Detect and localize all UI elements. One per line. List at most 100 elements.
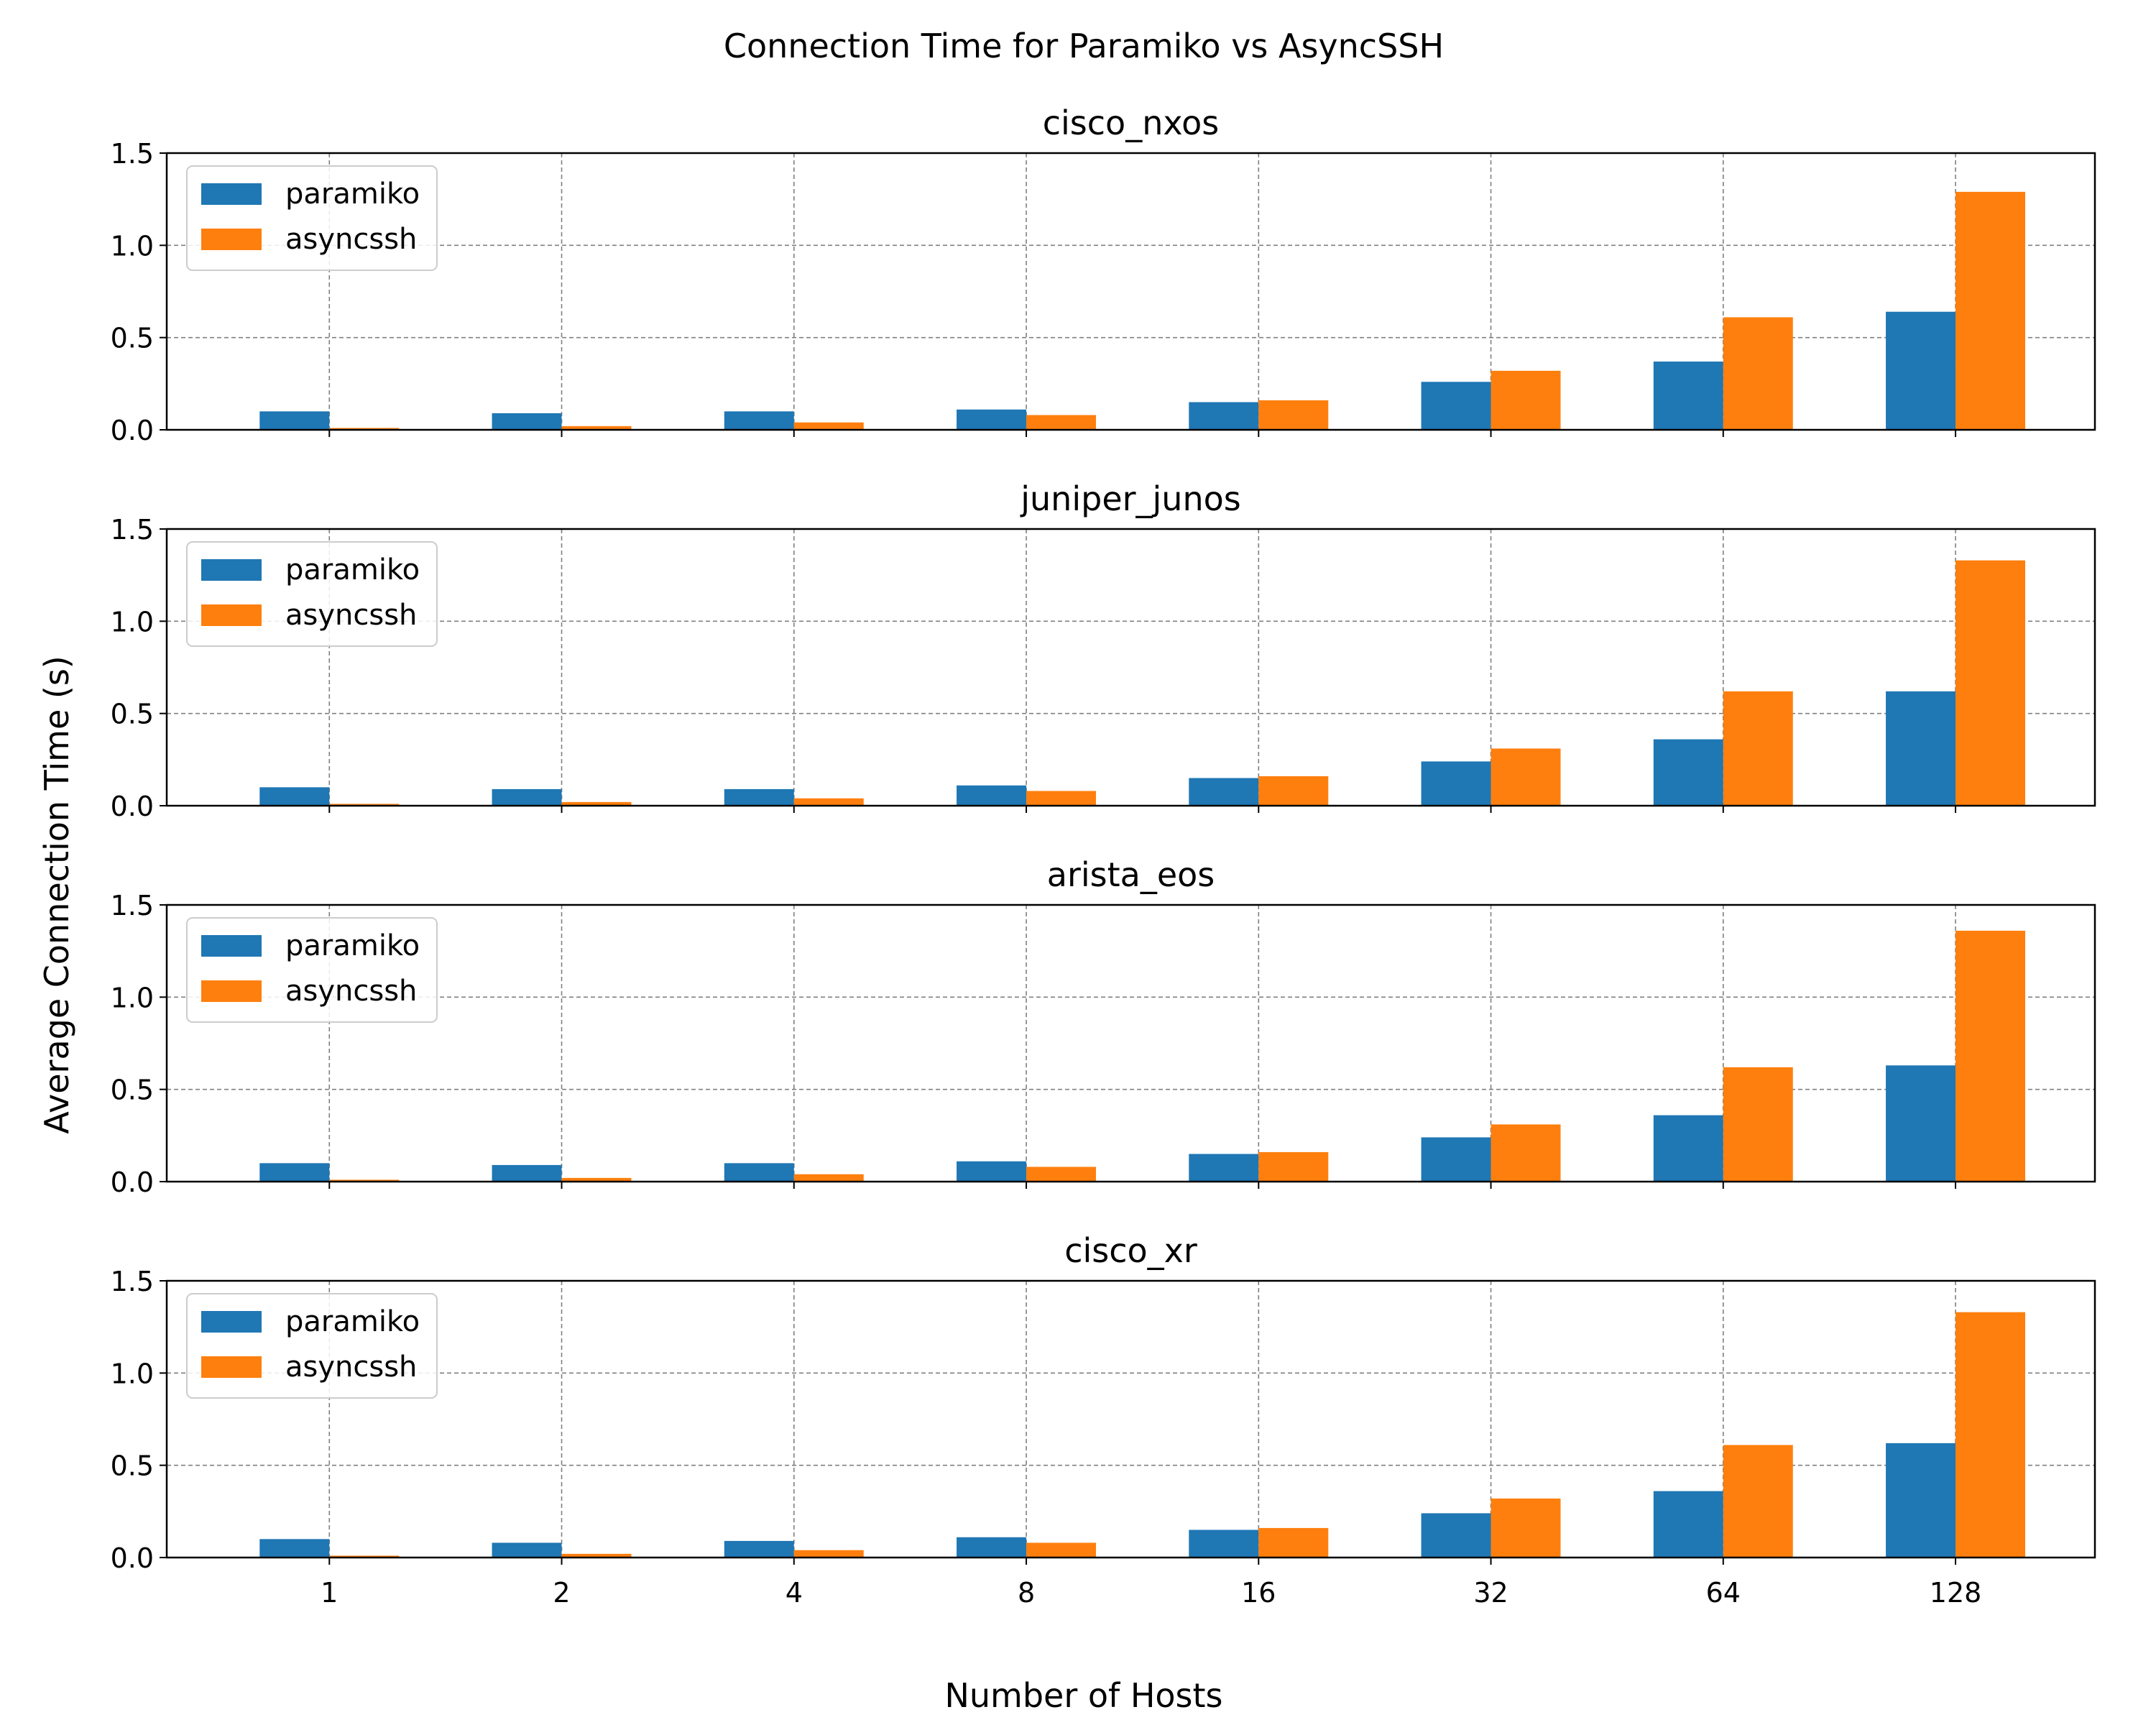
bar-asyncssh-64 (1723, 317, 1793, 430)
bar-paramiko-1 (259, 787, 330, 806)
subplot-title: cisco_nxos (1043, 104, 1220, 142)
bar-asyncssh-16 (1258, 400, 1329, 430)
bar-paramiko-128 (1886, 1443, 1956, 1558)
bar-asyncssh-64 (1723, 1445, 1793, 1558)
y-tick-label: 0.5 (111, 1450, 154, 1482)
bar-asyncssh-8 (1026, 1542, 1097, 1558)
bar-paramiko-8 (957, 1537, 1027, 1558)
bar-paramiko-8 (957, 409, 1027, 430)
bar-paramiko-128 (1886, 311, 1956, 430)
bar-asyncssh-2 (561, 1553, 632, 1558)
subplot-title: arista_eos (1047, 855, 1215, 894)
bar-paramiko-32 (1421, 1137, 1491, 1182)
bar-paramiko-32 (1421, 761, 1491, 806)
figure-suptitle: Connection Time for Paramiko vs AsyncSSH (724, 27, 1444, 65)
bar-asyncssh-2 (561, 1177, 632, 1182)
bar-asyncssh-1 (329, 804, 400, 806)
figure-ylabel: Average Connection Time (s) (37, 656, 76, 1133)
legend-label-paramiko: paramiko (285, 553, 420, 586)
bar-paramiko-128 (1886, 691, 1956, 806)
y-tick-label: 1.5 (111, 138, 154, 170)
axes-frame (165, 152, 2096, 431)
legend-label-asyncssh: asyncssh (285, 599, 417, 632)
bar-paramiko-2 (492, 1542, 562, 1558)
bar-asyncssh-32 (1491, 748, 1561, 806)
bar-asyncssh-128 (1955, 930, 2026, 1182)
bar-asyncssh-1 (329, 1555, 400, 1558)
bar-asyncssh-128 (1955, 560, 2026, 806)
y-tick-label: 1.5 (111, 890, 154, 921)
bar-paramiko-8 (957, 1161, 1027, 1182)
bar-asyncssh-128 (1955, 191, 2026, 430)
legend-label-paramiko: paramiko (285, 929, 420, 962)
bar-asyncssh-8 (1026, 415, 1097, 430)
x-tick-label: 64 (1706, 1577, 1741, 1609)
bar-paramiko-2 (492, 788, 562, 806)
subplot-juniper_junos: juniper_junos 0.0 0.5 1.0 1.5 paramiko asyncss… (111, 479, 2096, 822)
bar-paramiko-32 (1421, 382, 1491, 430)
bar-asyncssh-32 (1491, 370, 1561, 430)
y-tick-label: 1.0 (111, 982, 154, 1013)
legend-label-asyncssh: asyncssh (285, 1351, 417, 1384)
bar-asyncssh-32 (1491, 1124, 1561, 1182)
y-tick-label: 1.5 (111, 514, 154, 546)
bar-paramiko-1 (259, 1539, 330, 1558)
legend-label-asyncssh: asyncssh (285, 975, 417, 1008)
x-tick-label: 16 (1241, 1577, 1276, 1609)
y-tick-label: 0.5 (111, 323, 154, 354)
bar-asyncssh-1 (329, 1179, 400, 1182)
bar-asyncssh-2 (561, 426, 632, 430)
bar-paramiko-2 (492, 413, 562, 430)
bar-paramiko-1 (259, 1163, 330, 1182)
bar-asyncssh-2 (561, 801, 632, 806)
bar-asyncssh-16 (1258, 776, 1329, 806)
subplot-cisco_nxos: cisco_nxos 0.0 0.5 1.0 1.5 paramiko asyncssh (111, 104, 2096, 446)
x-tick-label: 4 (786, 1577, 803, 1609)
bar-paramiko-64 (1653, 739, 1723, 806)
bar-paramiko-64 (1653, 1115, 1723, 1182)
bar-paramiko-128 (1886, 1065, 1956, 1182)
legend-swatch-asyncssh (201, 604, 262, 626)
legend-swatch-asyncssh (201, 980, 262, 1002)
bar-asyncssh-128 (1955, 1312, 2026, 1558)
bar-paramiko-8 (957, 785, 1027, 806)
bar-paramiko-32 (1421, 1513, 1491, 1558)
subplot-cisco_xr: cisco_xr 0.0 0.5 1.0 1.5 1 2 4 8 16 32 64 128 paramik… (111, 1231, 2096, 1609)
x-tick-label: 32 (1473, 1577, 1508, 1609)
legend-swatch-asyncssh (201, 1356, 262, 1378)
y-tick-label: 0.0 (111, 415, 154, 446)
bar-asyncssh-16 (1258, 1527, 1329, 1558)
bar-asyncssh-4 (793, 422, 864, 430)
subplot-title: juniper_junos (1020, 479, 1240, 518)
bar-paramiko-16 (1189, 1530, 1259, 1558)
subplot-arista_eos: arista_eos 0.0 0.5 1.0 1.5 paramiko asyncssh (111, 855, 2096, 1198)
bar-paramiko-4 (724, 1163, 794, 1182)
legend-swatch-asyncssh (201, 229, 262, 250)
bar-paramiko-4 (724, 411, 794, 430)
bar-paramiko-16 (1189, 778, 1259, 806)
axes-frame (165, 528, 2096, 807)
y-tick-label: 0.0 (111, 1542, 154, 1574)
x-tick-label: 128 (1930, 1577, 1982, 1609)
bar-asyncssh-64 (1723, 1067, 1793, 1182)
bar-asyncssh-4 (793, 798, 864, 806)
legend-label-asyncssh: asyncssh (285, 223, 417, 256)
x-tick-label: 1 (321, 1577, 338, 1609)
legend-swatch-paramiko (201, 1311, 262, 1333)
y-tick-label: 1.0 (111, 230, 154, 262)
y-tick-label: 1.0 (111, 606, 154, 638)
x-tick-label: 2 (553, 1577, 570, 1609)
axes-frame (165, 1279, 2096, 1559)
bar-paramiko-2 (492, 1164, 562, 1182)
legend-swatch-paramiko (201, 559, 262, 581)
bar-paramiko-16 (1189, 402, 1259, 430)
legend-swatch-paramiko (201, 183, 262, 205)
y-tick-label: 0.0 (111, 1167, 154, 1198)
figure-xlabel: Number of Hosts (944, 1676, 1222, 1715)
y-tick-label: 0.0 (111, 791, 154, 822)
bar-paramiko-64 (1653, 362, 1723, 430)
x-tick-label: 8 (1018, 1577, 1035, 1609)
subplot-title: cisco_xr (1064, 1231, 1197, 1270)
